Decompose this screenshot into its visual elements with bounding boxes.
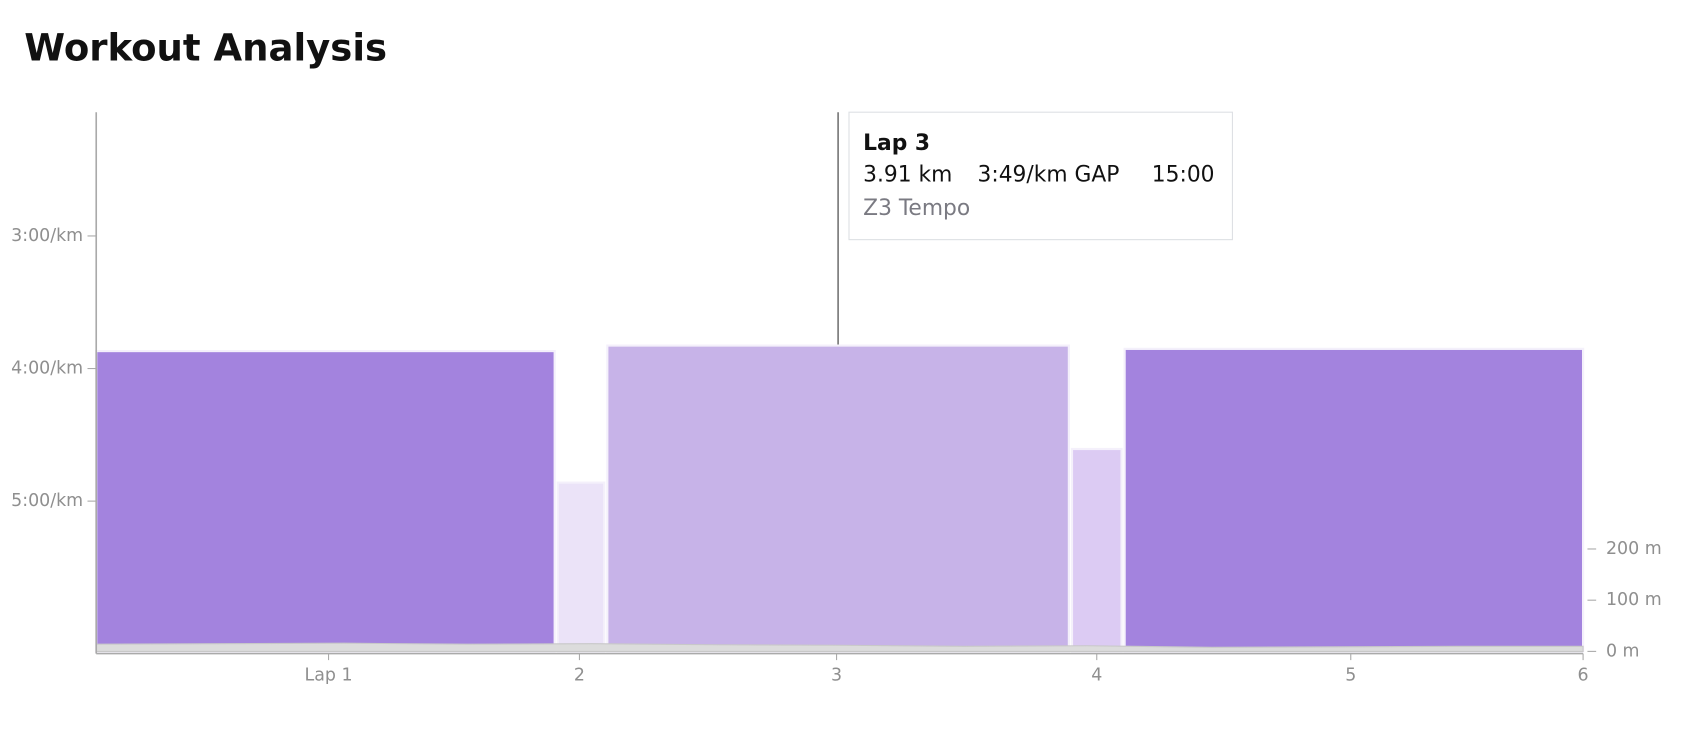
elevation-area <box>95 642 1584 652</box>
lap-bar <box>556 481 606 653</box>
x-tick-label: 6 <box>1578 665 1589 685</box>
y2-tick-label: 100 m <box>1606 590 1662 610</box>
lap-bar <box>1123 347 1585 653</box>
tooltip-distance: 3.91 km <box>863 162 952 187</box>
y-tick-label: 4:00/km <box>11 359 83 379</box>
lap-bar <box>606 344 1070 653</box>
x-tick-label: 5 <box>1345 665 1356 685</box>
lap-bar <box>1070 447 1123 653</box>
y2-tick-label: 200 m <box>1606 539 1662 559</box>
tooltip-time: 15:00 <box>1152 162 1215 187</box>
x-tick-label: 3 <box>831 665 842 685</box>
lap-bar <box>95 349 556 653</box>
x-tick-label: 4 <box>1091 665 1102 685</box>
y-tick-label: 3:00/km <box>11 226 83 246</box>
tooltip-zone: Z3 Tempo <box>863 196 970 221</box>
x-tick-label: 2 <box>574 665 585 685</box>
tooltip-title: Lap 3 <box>863 131 930 156</box>
tooltip-box <box>848 111 1233 241</box>
x-tick-label: Lap 1 <box>305 665 353 685</box>
tooltip-pace: 3:49/km GAP <box>978 162 1120 187</box>
y-tick-label: 5:00/km <box>11 491 83 511</box>
chart-title: Workout Analysis <box>24 27 387 70</box>
y2-tick-label: 0 m <box>1606 641 1640 661</box>
